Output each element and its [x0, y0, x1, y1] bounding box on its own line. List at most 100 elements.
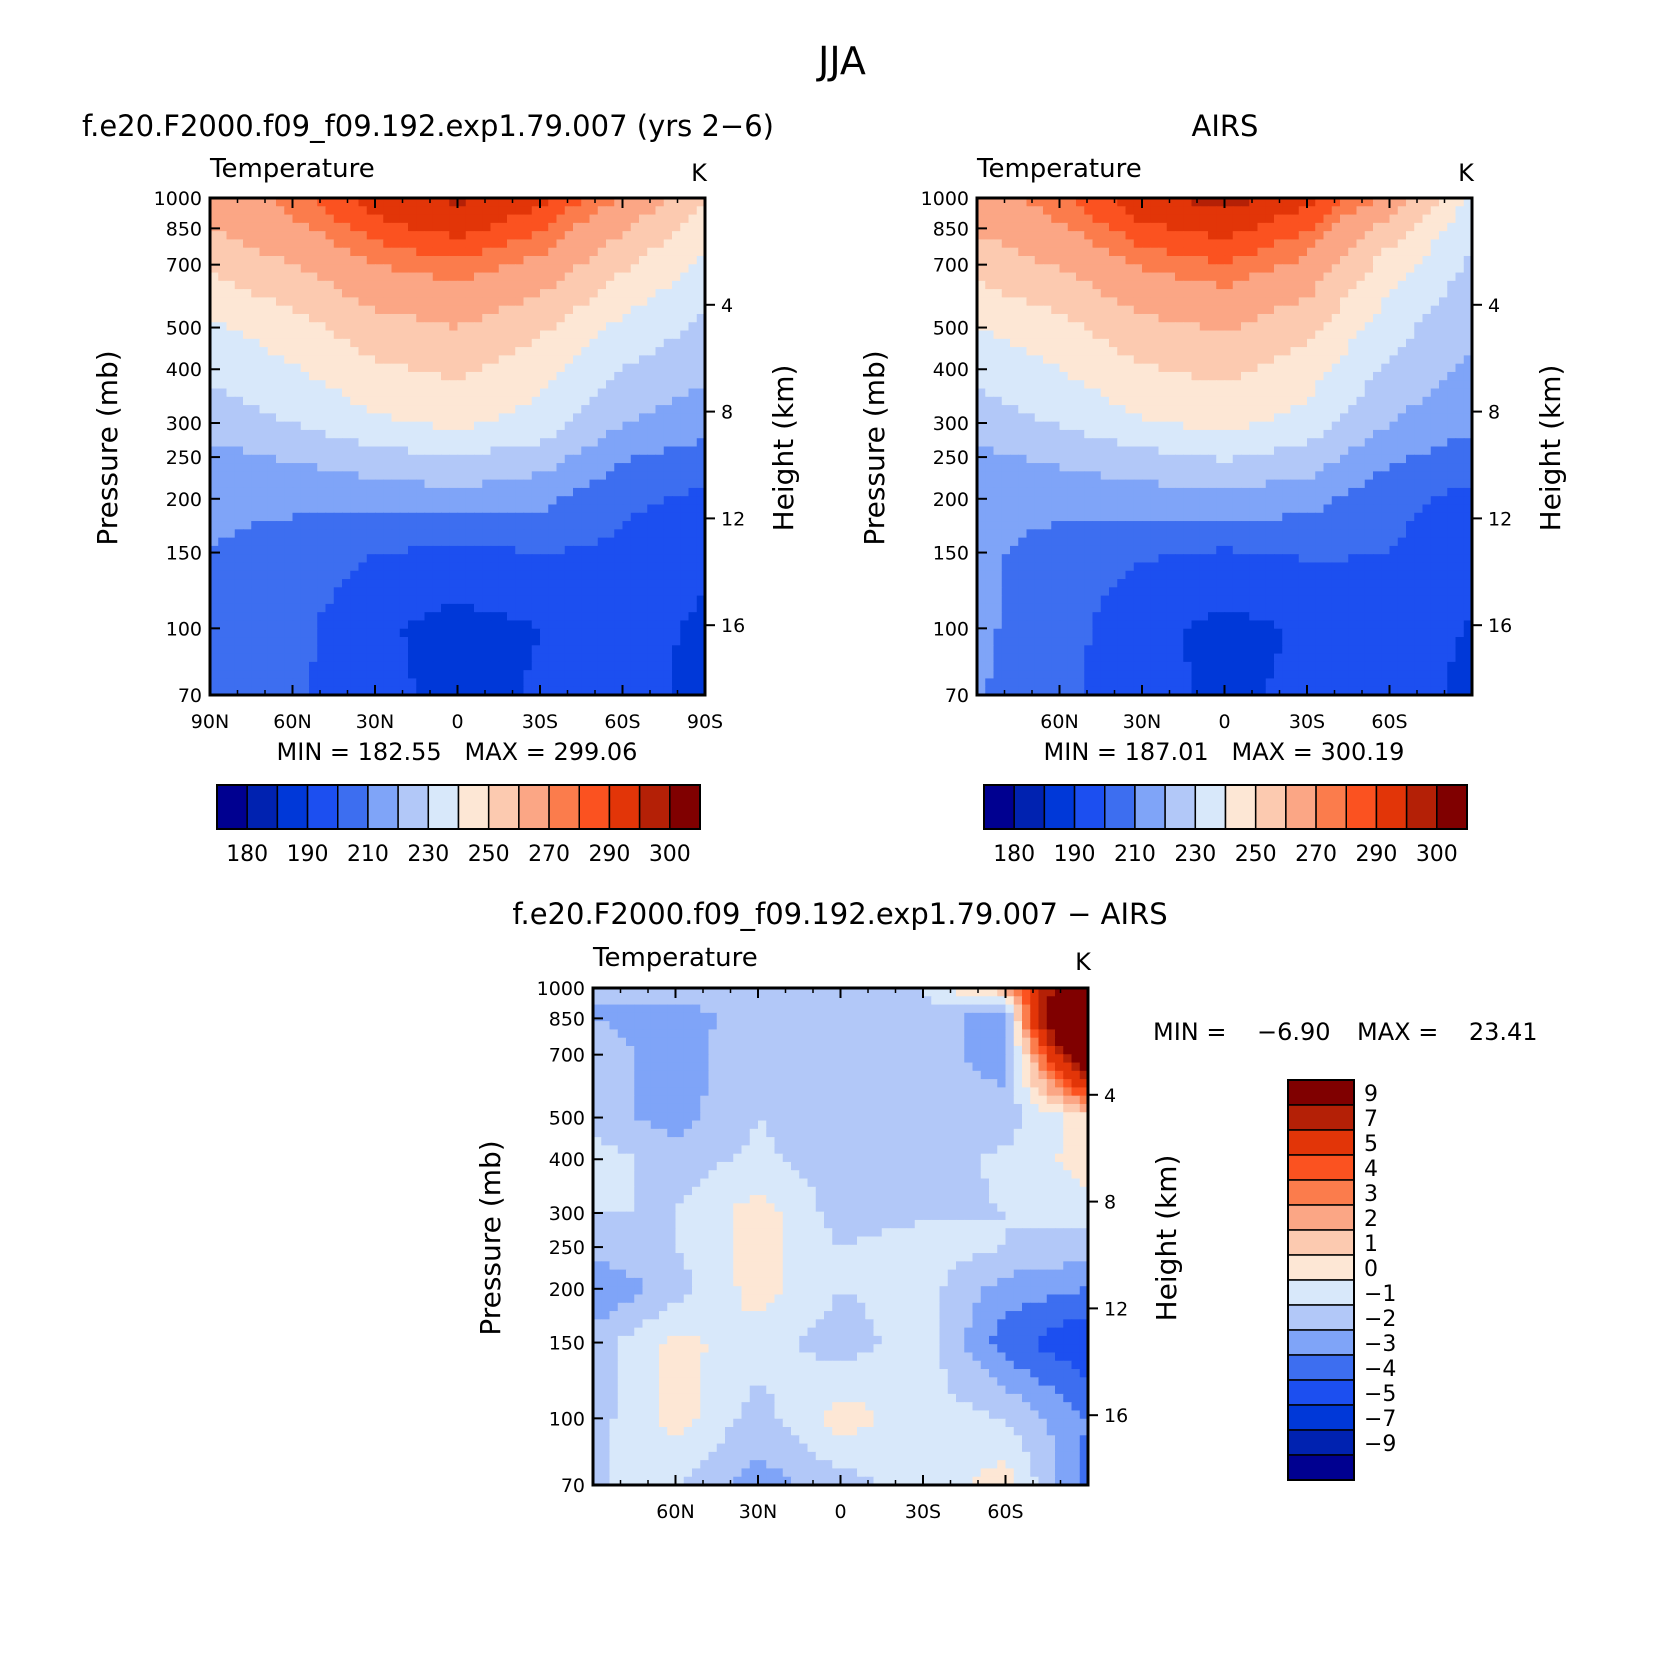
heatmap-cell: [1026, 322, 1036, 332]
heatmap-cell: [325, 620, 335, 630]
colorbar-label: 270: [528, 842, 570, 867]
heatmap-cell: [342, 222, 351, 232]
heatmap-cell: [465, 429, 475, 439]
heatmap-cell: [1191, 322, 1201, 332]
heatmap-cell: [399, 454, 409, 464]
heatmap-cell: [1059, 371, 1069, 381]
heatmap-cell: [383, 512, 393, 522]
heatmap-cell: [350, 645, 360, 655]
heatmap-cell: [1331, 363, 1341, 373]
heatmap-cell: [556, 239, 566, 249]
heatmap-cell: [391, 645, 401, 655]
heatmap-cell: [1224, 289, 1234, 298]
heatmap-cell: [531, 388, 541, 398]
heatmap-cell: [597, 446, 607, 456]
heatmap-cell: [1315, 363, 1325, 373]
heatmap-cell: [383, 537, 393, 547]
heatmap-cell: [432, 670, 442, 680]
heatmap-cell: [548, 371, 558, 381]
heatmap-cell: [515, 512, 525, 522]
panel-airs: AIRS Temperature K 100085070050040030025…: [858, 109, 1567, 867]
heatmap-cell: [1018, 264, 1028, 274]
heatmap-cell: [366, 421, 376, 431]
heatmap-cell: [1307, 255, 1316, 265]
heatmap-cell: [1100, 338, 1110, 348]
heatmap-cell: [441, 554, 450, 564]
heatmap-cell: [589, 521, 599, 530]
heatmap-cell: [647, 380, 657, 390]
heatmap-cell: [358, 305, 368, 315]
heatmap-cell: [300, 280, 310, 290]
heatmap-cell: [688, 380, 698, 390]
heatmap-cell: [391, 405, 401, 414]
heatmap-cell: [226, 388, 236, 398]
heatmap-cell: [548, 562, 558, 572]
heatmap-cell: [465, 255, 475, 265]
heatmap-cell: [540, 554, 549, 564]
heatmap-cell: [1282, 206, 1292, 216]
heatmap-cell: [243, 355, 252, 365]
heatmap-cell: [490, 504, 500, 514]
heatmap-cell: [457, 529, 467, 539]
heatmap-cell: [589, 347, 599, 356]
heatmap-cell: [1191, 272, 1201, 282]
heatmap-cell: [309, 612, 318, 622]
heatmap-cell: [540, 661, 549, 671]
heatmap-cell: [589, 429, 599, 439]
heatmap-cell: [1150, 198, 1160, 207]
heatmap-cell: [589, 280, 599, 290]
heatmap-cell: [498, 645, 508, 655]
heatmap-cell: [622, 231, 632, 241]
heatmap-cell: [1315, 347, 1325, 356]
heatmap-cell: [597, 239, 607, 249]
heatmap-cell: [1067, 355, 1077, 365]
heatmap-cell: [432, 255, 442, 265]
heatmap-cell: [424, 289, 434, 298]
heatmap-cell: [1265, 330, 1275, 340]
heatmap-cell: [663, 198, 673, 207]
heatmap-cell: [1133, 214, 1143, 224]
heatmap-cell: [1067, 247, 1077, 257]
heatmap-cell: [474, 686, 483, 695]
heatmap-cell: [210, 521, 219, 530]
heatmap-cell: [655, 396, 665, 406]
heatmap-cell: [1051, 198, 1061, 207]
heatmap-cell: [548, 380, 558, 390]
heatmap-cell: [1447, 222, 1457, 232]
heatmap-cell: [333, 413, 343, 423]
heatmap-cell: [441, 429, 450, 439]
heatmap-cell: [1010, 255, 1019, 265]
heatmap-cell: [391, 487, 401, 497]
heatmap-cell: [210, 570, 219, 580]
heatmap-cell: [1340, 264, 1349, 274]
heatmap-cell: [416, 471, 426, 481]
heatmap-cell: [309, 537, 318, 547]
heatmap-cell: [597, 471, 607, 481]
heatmap-cell: [416, 239, 426, 249]
heatmap-cell: [556, 529, 566, 539]
heatmap-cell: [515, 670, 525, 680]
heatmap-cell: [655, 239, 665, 249]
heatmap-cell: [251, 537, 261, 547]
heatmap-cell: [1100, 355, 1110, 365]
heatmap-cell: [490, 620, 500, 630]
heatmap-cell: [1274, 214, 1283, 224]
heatmap-cell: [606, 479, 615, 489]
heatmap-cell: [292, 347, 302, 356]
heatmap-cell: [663, 479, 673, 489]
heatmap-cell: [218, 198, 228, 207]
heatmap-cell: [325, 380, 335, 390]
heatmap-cell: [465, 678, 475, 688]
heatmap-cell: [243, 206, 252, 216]
heatmap-cell: [1125, 297, 1135, 307]
heatmap-cell: [333, 562, 343, 572]
heatmap-cell: [614, 214, 624, 224]
heatmap-cell: [663, 562, 673, 572]
heatmap-cell: [540, 595, 549, 605]
heatmap-cell: [1191, 330, 1201, 340]
heatmap-cell: [523, 272, 533, 282]
heatmap-cell: [680, 645, 690, 655]
heatmap-cell: [614, 487, 624, 497]
heatmap-cell: [1422, 198, 1432, 207]
heatmap-cell: [432, 487, 442, 497]
